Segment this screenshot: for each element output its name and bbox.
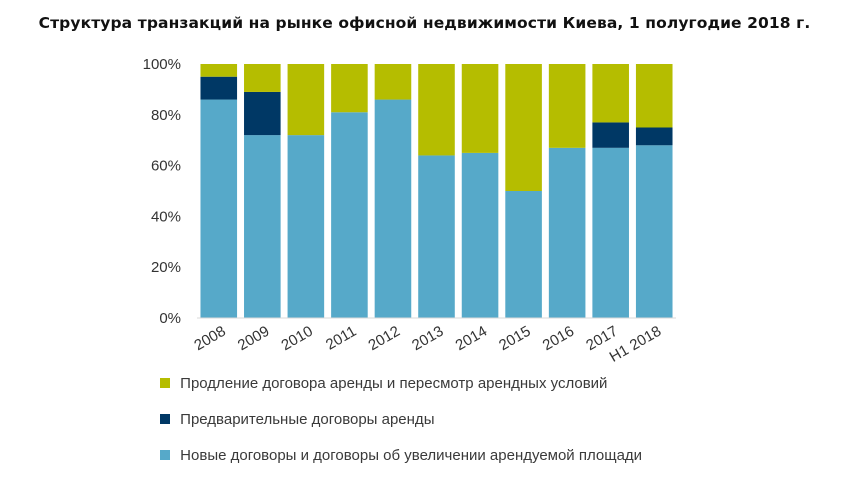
bar-segment-2016-series-2 [548,64,586,148]
bar-segment-2009-series-2 [244,64,281,92]
bar-segment-2010-series-2 [287,64,325,136]
bar-segment-2017-series-1 [592,122,629,148]
bar-segment-2014-series-2 [461,64,499,153]
legend-swatch-prelease [160,414,170,425]
x-tick-label: 2016 [540,323,577,354]
y-tick-label: 20% [151,259,181,276]
legend-swatch-renewal [160,378,170,389]
x-tick-label: 2008 [191,323,228,354]
bar-segment-2009-series-0 [244,135,281,318]
x-tick-label: 2014 [453,323,490,354]
stacked-bar-chart: 0%20%40%60%80%100% 2008 2009 2010 2011 2012 2… [143,56,676,366]
bar-segment-2011-series-0 [331,112,368,318]
chart-title: Структура транзакций на рынке офисной не… [38,14,811,32]
bar-segment-2015-series-0 [505,191,542,318]
y-axis-tick-labels: 0% 20% 40% 60% 80% 100% [143,56,181,327]
bar-segment-2008-series-1 [200,76,238,100]
x-tick-label: 2009 [235,323,272,354]
legend-item-new: Новые договоры и договоры об увеличении … [160,446,760,466]
legend-label-prelease: Предварительные договоры аренды [180,411,435,428]
bar-segment-2015-series-2 [505,64,542,191]
x-tick-label: 2011 [323,323,359,354]
x-tick-label: 2010 [278,323,315,354]
bar-segment-2009-series-1 [244,91,281,136]
bar-segment-2010-series-0 [287,135,325,318]
bar-segment-2014-series-0 [461,152,499,318]
bar-segment-h1-2018-series-1 [635,127,673,146]
legend-swatch-new [160,450,170,461]
y-tick-label: 60% [151,158,181,175]
bar-segment-2012-series-0 [374,99,412,318]
y-tick-label: 80% [151,107,181,124]
bars-group [200,64,673,318]
x-tick-label: 2013 [409,323,446,354]
bar-segment-2011-series-2 [331,64,368,113]
bar-segment-2013-series-2 [418,64,455,156]
bar-segment-2016-series-0 [548,147,586,318]
chart-legend: Продление договора аренды и пересмотр ар… [160,374,760,482]
legend-item-renewal: Продление договора аренды и пересмотр ар… [160,374,760,394]
bar-segment-2017-series-0 [592,147,629,318]
bar-segment-2017-series-2 [592,64,629,123]
x-tick-label: 2015 [496,323,533,354]
legend-item-prelease: Предварительные договоры аренды [160,410,760,430]
legend-label-renewal: Продление договора аренды и пересмотр ар… [180,375,608,392]
x-axis-tick-labels: 2008 2009 2010 2011 2012 2013 2014 2015 2016 2017… [191,323,664,366]
x-tick-label: 2012 [366,323,403,354]
bar-segment-h1-2018-series-0 [635,145,673,318]
bar-segment-2008-series-2 [200,64,238,77]
bar-segment-2008-series-0 [200,99,238,318]
y-tick-label: 40% [151,208,181,225]
y-tick-label: 100% [143,56,181,73]
y-tick-label: 0% [159,310,181,327]
legend-label-new: Новые договоры и договоры об увеличении … [180,447,643,464]
bar-segment-2012-series-2 [374,64,412,100]
bar-segment-2013-series-0 [418,155,455,318]
bar-segment-h1-2018-series-2 [635,64,673,128]
